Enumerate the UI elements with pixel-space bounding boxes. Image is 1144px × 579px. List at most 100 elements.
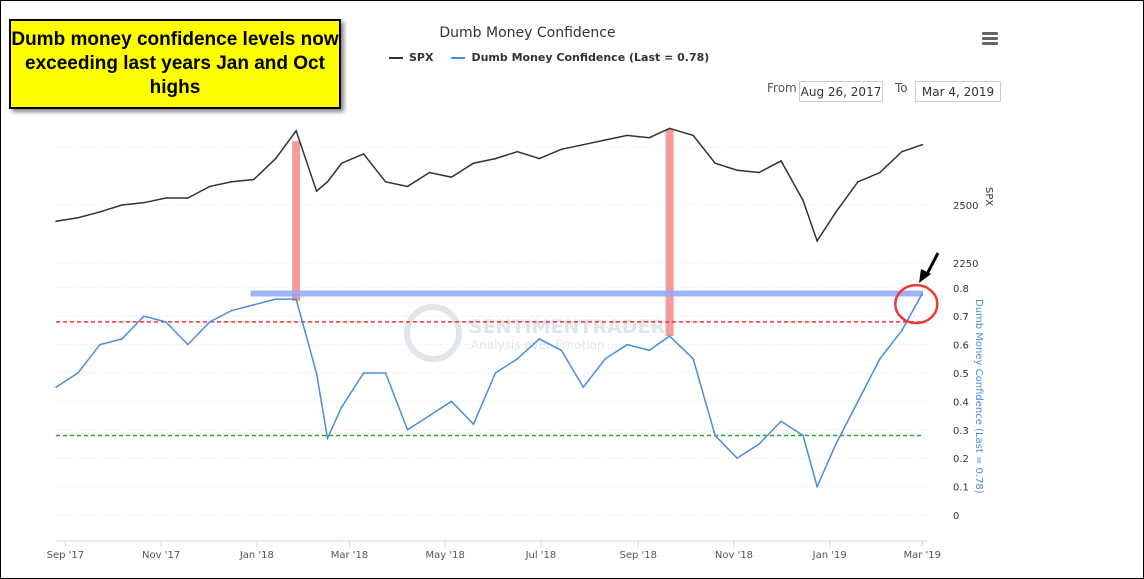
highlight-bar <box>665 129 674 336</box>
dmc-tick-label: 0.1 <box>953 483 969 494</box>
dmc-point <box>472 423 475 425</box>
spx-tick-label: 2250 <box>953 259 978 270</box>
spx-point <box>494 157 497 160</box>
dmc-tick-label: 0.8 <box>953 284 969 295</box>
spx-point <box>668 127 671 130</box>
dmc-point <box>758 443 760 445</box>
legend-label: SPX <box>409 51 434 64</box>
dmc-tick-label: 0.5 <box>953 369 969 380</box>
spx-point <box>582 143 585 146</box>
spx-point <box>857 181 859 183</box>
spx-point <box>384 181 387 183</box>
x-tick-label: Nov '17 <box>142 550 180 561</box>
dmc-point <box>230 309 233 312</box>
dmc-line <box>55 293 923 489</box>
dmc-point <box>901 329 903 332</box>
spx-point <box>230 181 233 183</box>
spx-point <box>901 150 903 153</box>
spx-point <box>714 162 716 165</box>
dmc-point <box>362 372 365 374</box>
dmc-point <box>428 414 431 417</box>
spx-point <box>295 129 297 132</box>
dmc-point <box>252 304 255 306</box>
to-date-input[interactable]: Mar 4, 2019 <box>915 81 1001 102</box>
spx-point <box>315 190 318 192</box>
spx-point <box>780 160 782 162</box>
dmc-point <box>99 343 101 346</box>
dmc-point <box>560 349 563 352</box>
dmc-point <box>274 298 277 300</box>
dmc-point <box>187 343 189 346</box>
legend-item-dmc[interactable]: Dumb Money Confidence (Last = 0.78) <box>451 51 709 64</box>
x-tick-label: Jul '18 <box>525 550 557 561</box>
dmc-point <box>648 349 651 352</box>
spx-point <box>428 171 431 174</box>
dmc-tick-label: 0.4 <box>953 397 969 408</box>
dmc-point <box>516 358 519 360</box>
callout-box: Dumb money confidence levels now exceedi… <box>9 19 341 109</box>
spx-point <box>736 169 738 171</box>
watermark-brand: SENTIMENTRADER <box>469 316 665 338</box>
legend-swatch <box>389 56 403 59</box>
x-tick-label: May '18 <box>426 550 465 561</box>
spx-point <box>921 143 924 146</box>
dmc-point <box>921 292 924 295</box>
spx-point <box>560 148 563 151</box>
dmc-point <box>692 358 694 360</box>
spx-point <box>516 150 519 153</box>
spx-point <box>274 157 277 160</box>
dmc-point <box>494 372 497 374</box>
spx-point <box>450 176 453 178</box>
x-tick-label: Mar '19 <box>904 550 942 561</box>
legend-label: Dumb Money Confidence (Last = 0.78) <box>471 51 710 64</box>
spx-point <box>538 157 541 160</box>
spx-point <box>406 185 409 188</box>
dmc-point <box>450 400 453 403</box>
spx-point <box>604 139 607 141</box>
legend-swatch <box>451 56 466 59</box>
dmc-point <box>77 372 79 374</box>
spx-point <box>472 162 475 165</box>
x-tick-label: Jan '19 <box>812 550 847 561</box>
spx-point <box>758 171 760 174</box>
to-label: To <box>895 81 908 95</box>
from-date-input[interactable]: Aug 26, 2017 <box>799 81 883 102</box>
spx-point <box>816 240 818 242</box>
spx-point <box>99 211 101 213</box>
spx-point <box>252 178 255 181</box>
hamburger-menu-icon[interactable] <box>982 32 998 47</box>
dmc-point <box>315 372 318 374</box>
dmc-point <box>857 400 859 403</box>
annotation-arrow <box>924 252 940 277</box>
spx-point <box>802 199 804 202</box>
dmc-point <box>326 437 329 440</box>
spx-point <box>187 197 189 199</box>
dmc-tick-label: 0.3 <box>953 426 969 437</box>
dmc-point <box>384 372 387 374</box>
dmc-point <box>143 315 145 318</box>
dmc-tick-label: 0.6 <box>953 341 969 352</box>
spx-point <box>835 211 837 213</box>
watermark-logo <box>404 304 462 362</box>
dmc-point <box>165 321 167 323</box>
spx-point <box>143 201 145 204</box>
x-tick-label: Sep '18 <box>619 550 657 561</box>
dmc-point <box>340 406 343 408</box>
spx-line <box>55 127 923 243</box>
spx-point <box>208 185 211 188</box>
dmc-tick-label: 0 <box>953 511 959 522</box>
dmc-tick-label: 0.7 <box>953 312 969 323</box>
chart-title: Dumb Money Confidence <box>439 25 616 41</box>
spx-point <box>648 136 651 139</box>
spx-point <box>77 216 79 219</box>
spx-point <box>626 134 629 137</box>
x-tick-label: Mar '18 <box>331 550 369 561</box>
x-tick-label: Sep '17 <box>47 550 85 561</box>
spx-point <box>326 181 329 183</box>
spx-point <box>362 153 365 155</box>
spx-point <box>55 220 57 223</box>
legend: SPX Dumb Money Confidence (Last = 0.78) <box>389 51 709 64</box>
legend-item-spx[interactable]: SPX <box>389 51 433 64</box>
dmc-point <box>816 485 818 488</box>
spx-axis-title: SPX <box>983 187 994 206</box>
